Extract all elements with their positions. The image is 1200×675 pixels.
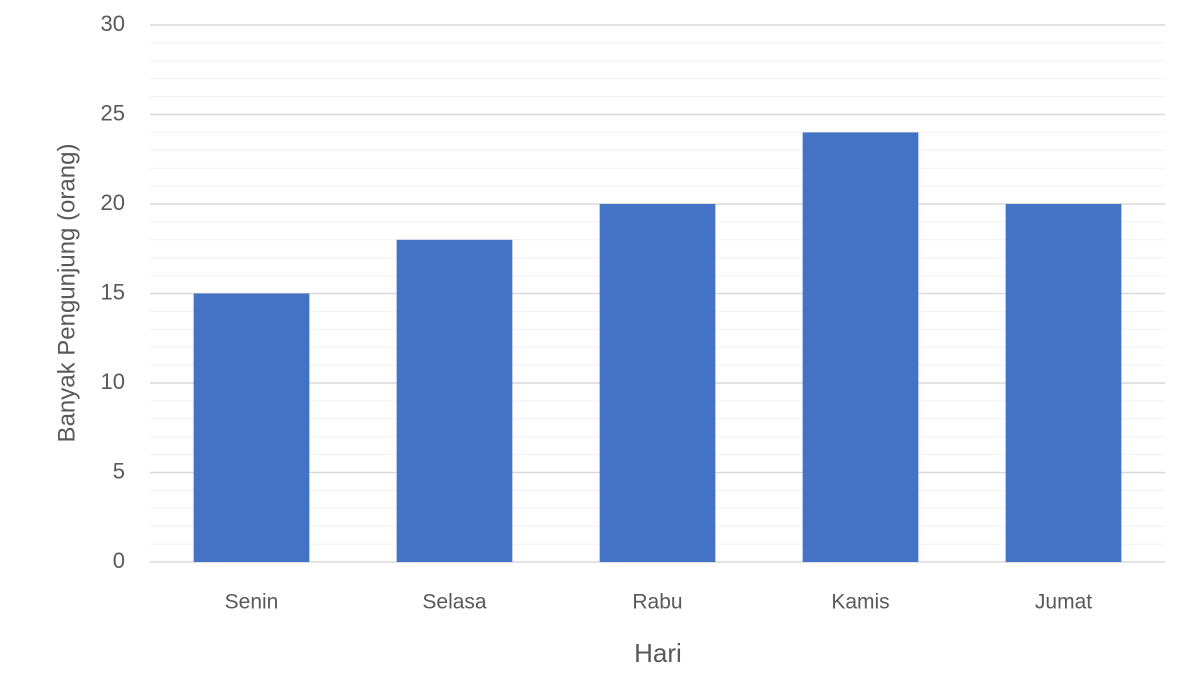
y-tick-label: 15 — [101, 279, 125, 304]
bar — [599, 204, 716, 562]
x-axis-label: Hari — [634, 638, 682, 668]
y-axis-label: Banyak Pengunjung (orang) — [53, 144, 80, 443]
bar — [193, 293, 310, 562]
y-tick-label: 0 — [113, 548, 125, 573]
y-tick-label: 25 — [101, 100, 125, 125]
bar — [396, 239, 513, 563]
bar — [1005, 204, 1122, 562]
x-tick-label: Senin — [225, 591, 279, 614]
x-tick-label: Jumat — [1035, 591, 1092, 614]
x-tick-label: Rabu — [632, 591, 682, 614]
x-tick-label: Kamis — [831, 591, 889, 614]
bar — [802, 132, 919, 562]
y-tick-label: 20 — [101, 190, 125, 215]
y-tick-label: 30 — [101, 11, 125, 36]
y-tick-label: 5 — [113, 458, 125, 483]
x-tick-label: Selasa — [422, 591, 487, 614]
y-tick-label: 10 — [101, 369, 125, 394]
